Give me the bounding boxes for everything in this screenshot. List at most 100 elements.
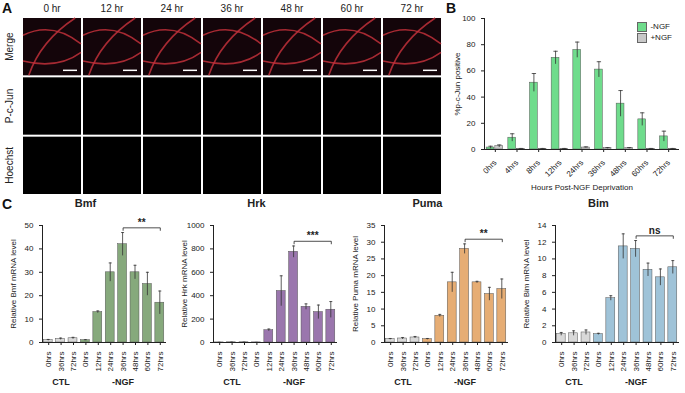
- svg-text:%p-c-Jun positive: %p-c-Jun positive: [453, 52, 462, 116]
- svg-text:**: **: [480, 228, 488, 239]
- svg-text:48hrs: 48hrs: [473, 352, 482, 372]
- svg-text:40: 40: [25, 244, 34, 253]
- svg-text:20: 20: [25, 291, 34, 300]
- svg-text:12 hr: 12 hr: [101, 3, 124, 14]
- svg-text:Relative Puma mRNA level: Relative Puma mRNA level: [351, 236, 360, 332]
- svg-text:24hrs: 24hrs: [619, 352, 628, 372]
- svg-text:36 hr: 36 hr: [221, 3, 244, 14]
- svg-text:25: 25: [367, 254, 376, 263]
- svg-text:8hrs: 8hrs: [525, 158, 542, 175]
- svg-text:36hrs: 36hrs: [632, 352, 641, 372]
- svg-text:CTL: CTL: [565, 377, 583, 387]
- svg-text:36hrs: 36hrs: [290, 352, 299, 372]
- svg-text:0hrs: 0hrs: [557, 352, 566, 368]
- svg-text:36hrs: 36hrs: [399, 352, 408, 372]
- svg-text:48 hr: 48 hr: [281, 3, 304, 14]
- svg-text:72hrs: 72hrs: [327, 352, 336, 372]
- svg-text:60 hr: 60 hr: [341, 3, 364, 14]
- svg-text:Relative Hrk mRNA level: Relative Hrk mRNA level: [180, 240, 189, 328]
- svg-text:60hrs: 60hrs: [656, 352, 665, 372]
- svg-text:CTL: CTL: [223, 377, 241, 387]
- svg-text:24hrs: 24hrs: [106, 352, 115, 372]
- svg-text:P-c-Jun: P-c-Jun: [4, 89, 15, 123]
- svg-text:48hrs: 48hrs: [644, 352, 653, 372]
- svg-text:60hrs: 60hrs: [143, 352, 152, 372]
- svg-text:36hrs: 36hrs: [57, 352, 66, 372]
- svg-text:36hrs: 36hrs: [461, 352, 470, 372]
- svg-text:24hrs: 24hrs: [448, 352, 457, 372]
- svg-text:0: 0: [471, 145, 476, 154]
- svg-text:Relative Bmf mRNA level: Relative Bmf mRNA level: [9, 239, 18, 329]
- svg-text:ns: ns: [649, 225, 661, 236]
- svg-text:72hrs: 72hrs: [498, 352, 507, 372]
- svg-text:12hrs: 12hrs: [436, 352, 445, 372]
- svg-text:12hrs: 12hrs: [607, 352, 616, 372]
- svg-text:**: **: [138, 217, 146, 228]
- svg-text:30: 30: [367, 238, 376, 247]
- svg-text:36hrs: 36hrs: [570, 352, 579, 372]
- svg-text:200: 200: [191, 315, 205, 324]
- svg-text:30: 30: [25, 268, 34, 277]
- svg-text:-NGF: -NGF: [283, 377, 305, 387]
- svg-text:Merge: Merge: [4, 32, 15, 61]
- svg-text:0hrs: 0hrs: [594, 352, 603, 368]
- svg-text:20: 20: [467, 119, 476, 128]
- svg-text:80: 80: [467, 40, 476, 49]
- svg-text:72hrs: 72hrs: [240, 352, 249, 372]
- svg-text:2: 2: [542, 321, 547, 330]
- svg-text:100: 100: [462, 14, 476, 23]
- svg-text:Relative Bim mRNA level: Relative Bim mRNA level: [522, 239, 531, 328]
- svg-text:Hours Post-NGF Deprivation: Hours Post-NGF Deprivation: [531, 183, 633, 192]
- svg-text:10: 10: [367, 305, 376, 314]
- svg-text:CTL: CTL: [52, 377, 70, 387]
- svg-text:12hrs: 12hrs: [265, 352, 274, 372]
- svg-text:72hrs: 72hrs: [669, 352, 678, 372]
- svg-text:72hrs: 72hrs: [651, 158, 672, 179]
- svg-text:0hrs: 0hrs: [481, 158, 498, 175]
- svg-text:72hrs: 72hrs: [156, 352, 165, 372]
- svg-text:48hrs: 48hrs: [302, 352, 311, 372]
- svg-text:24hrs: 24hrs: [565, 158, 586, 179]
- svg-text:0hrs: 0hrs: [81, 352, 90, 368]
- svg-text:0hrs: 0hrs: [215, 352, 224, 368]
- svg-text:0hrs: 0hrs: [44, 352, 53, 368]
- svg-text:800: 800: [191, 244, 205, 253]
- svg-text:-NGF: -NGF: [112, 377, 134, 387]
- svg-text:12hrs: 12hrs: [543, 158, 564, 179]
- svg-text:36hrs: 36hrs: [586, 158, 607, 179]
- svg-text:400: 400: [191, 291, 205, 300]
- svg-text:0: 0: [371, 338, 376, 347]
- svg-text:14: 14: [538, 221, 547, 230]
- svg-text:0: 0: [542, 338, 547, 347]
- svg-text:72hrs: 72hrs: [69, 352, 78, 372]
- svg-text:600: 600: [191, 268, 205, 277]
- svg-text:60: 60: [467, 66, 476, 75]
- svg-text:60hrs: 60hrs: [314, 352, 323, 372]
- svg-text:-NGF: -NGF: [625, 377, 647, 387]
- svg-text:72 hr: 72 hr: [401, 3, 424, 14]
- svg-text:10: 10: [538, 254, 547, 263]
- svg-text:20: 20: [367, 271, 376, 280]
- svg-text:6: 6: [542, 288, 547, 297]
- svg-text:72hrs: 72hrs: [582, 352, 591, 372]
- svg-text:0 hr: 0 hr: [43, 3, 61, 14]
- svg-text:12hrs: 12hrs: [94, 352, 103, 372]
- svg-text:60hrs: 60hrs: [630, 158, 651, 179]
- svg-text:A: A: [2, 0, 12, 16]
- svg-text:0hrs: 0hrs: [423, 352, 432, 368]
- svg-text:48hrs: 48hrs: [131, 352, 140, 372]
- svg-text:24hrs: 24hrs: [277, 352, 286, 372]
- svg-text:60hrs: 60hrs: [485, 352, 494, 372]
- svg-text:40: 40: [467, 93, 476, 102]
- svg-text:1000: 1000: [187, 221, 205, 230]
- svg-text:36hrs: 36hrs: [228, 352, 237, 372]
- svg-text:15: 15: [367, 288, 376, 297]
- svg-text:50: 50: [25, 221, 34, 230]
- svg-text:4hrs: 4hrs: [503, 158, 520, 175]
- svg-text:0hrs: 0hrs: [386, 352, 395, 368]
- svg-text:24 hr: 24 hr: [161, 3, 184, 14]
- svg-text:8: 8: [542, 271, 547, 280]
- svg-text:36hrs: 36hrs: [119, 352, 128, 372]
- svg-text:12: 12: [538, 238, 547, 247]
- svg-text:4: 4: [542, 305, 547, 314]
